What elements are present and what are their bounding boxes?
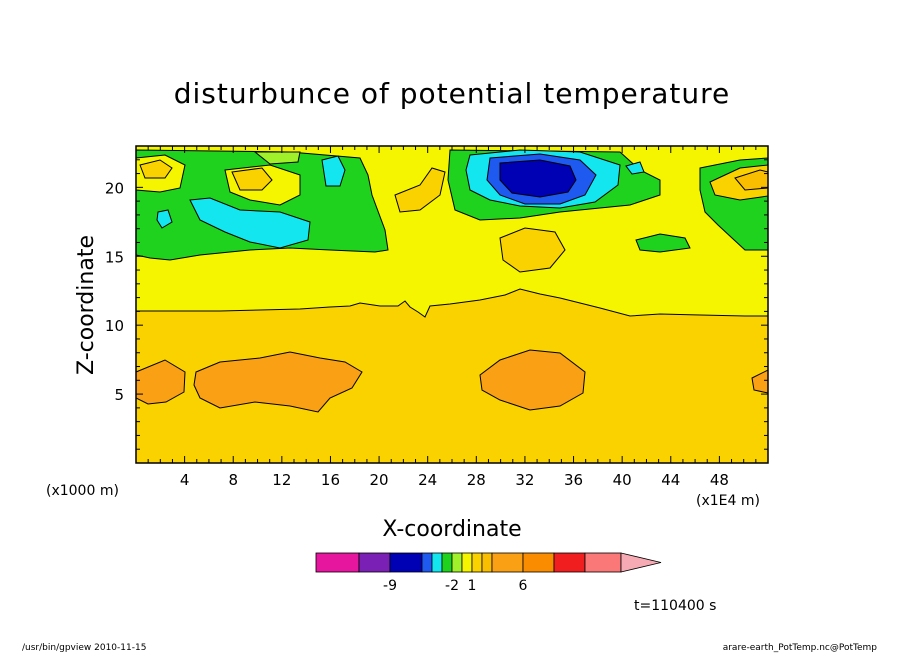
x-tick-label: 8 [228,471,238,489]
x-tick-label: 20 [370,471,389,489]
colorbar-swatch [471,552,483,573]
x-unit-left: (x1000 m) [46,483,119,499]
colorbar-swatch [389,552,423,573]
field-region-cyan [189,197,311,249]
colorbar-label: 1 [468,578,477,594]
x-tick-label: 28 [467,471,486,489]
x-tick-label: 24 [418,471,437,489]
field-region-gold [231,167,273,191]
x-tick-label: 16 [321,471,340,489]
field-region-lightgreen [253,151,301,165]
time-label: t=110400 s [634,598,716,614]
colorbar-label: -9 [383,578,397,594]
colorbar: -9 -2 1 6 [315,552,662,594]
field-region-darkblue [499,159,577,198]
field-region-orange [479,349,586,411]
field-region-gold [394,167,446,213]
field-region-gold [139,159,173,179]
footer-right: arare-earth_PotTemp.nc@PotTemp [723,643,878,653]
colorbar-swatch [553,552,586,573]
y-axis-label: Z-coordinate [74,235,99,375]
colorbar-label: -2 [445,578,459,594]
y-tick-label: 20 [105,179,124,197]
colorbar-swatch [491,552,524,573]
colorbar-swatch [522,552,555,573]
colorbar-swatch [358,552,391,573]
x-axis-label: X-coordinate [382,517,521,542]
x-tick-label: 32 [515,471,534,489]
colorbar-swatch [451,552,463,573]
field-region-cyan [156,209,173,229]
y-tick-label: 10 [105,317,124,335]
colorbar-label: 6 [519,578,528,594]
x-tick-label: 40 [613,471,632,489]
colorbar-swatch [421,552,433,573]
footer-left: /usr/bin/gpview 2010-11-15 [22,643,146,653]
field-region-orange [135,359,186,405]
field-region-green [635,233,691,253]
x-tick-label: 44 [661,471,680,489]
colorbar-swatch [441,552,453,573]
colorbar-swatch [584,552,622,573]
x-tick-label: 48 [710,471,729,489]
colorbar-swatch [481,552,493,573]
colorbar-swatch [315,552,360,573]
x-tick-label: 12 [272,471,291,489]
field-region-cyan [321,155,346,187]
y-tick-label: 5 [114,386,124,404]
x-tick-label: 36 [564,471,583,489]
x-tick-label: 4 [180,471,190,489]
y-tick-label: 15 [105,248,124,266]
colorbar-swatch [461,552,473,573]
colorbar-swatch [431,552,443,573]
colorbar-extend-arrow [620,552,662,573]
chart-title: disturbunce of potential temperature [174,77,731,110]
field-region-cyan [625,161,645,175]
field-region-orange [193,351,363,413]
x-unit-right: (x1E4 m) [696,493,760,509]
plot-area [135,145,769,464]
field-region-gold [499,227,566,273]
